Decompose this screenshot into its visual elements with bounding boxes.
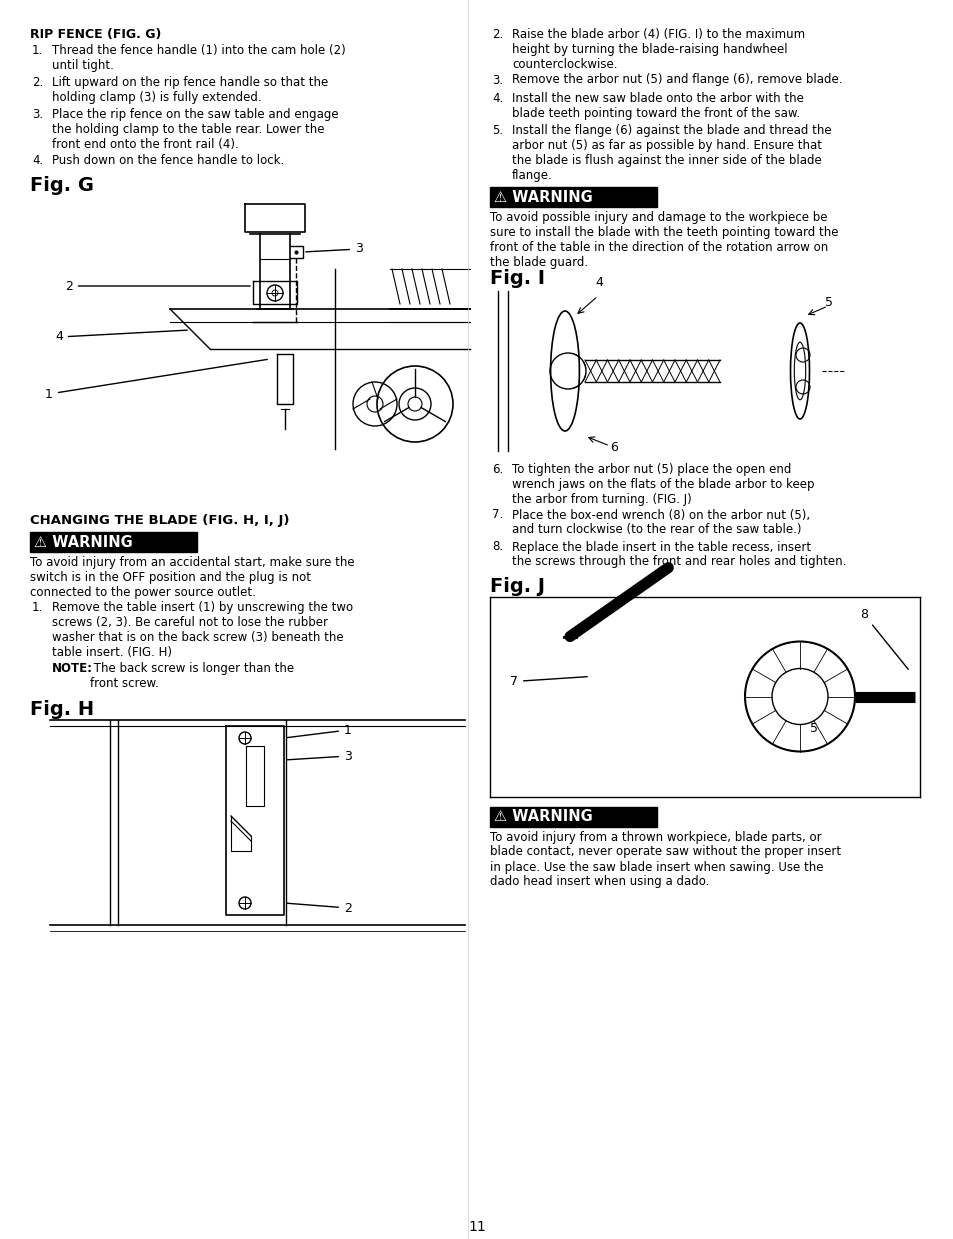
Text: 3.: 3. (32, 108, 43, 121)
Text: NOTE:: NOTE: (52, 662, 92, 675)
Text: To avoid injury from a thrown workpiece, blade parts, or
blade contact, never op: To avoid injury from a thrown workpiece,… (490, 830, 841, 888)
Text: 7.: 7. (492, 508, 503, 522)
Text: 2: 2 (287, 902, 352, 914)
Text: 3.: 3. (492, 73, 502, 87)
Text: 1.: 1. (32, 45, 43, 57)
Text: Place the rip fence on the saw table and engage
the holding clamp to the table r: Place the rip fence on the saw table and… (52, 108, 338, 151)
Bar (490, 187, 657, 207)
Text: Fig. H: Fig. H (30, 700, 94, 719)
Text: Fig. G: Fig. G (30, 176, 94, 195)
Text: 4: 4 (55, 330, 187, 343)
Text: Remove the table insert (1) by unscrewing the two
screws (2, 3). Be careful not : Remove the table insert (1) by unscrewin… (52, 601, 353, 659)
Text: Install the flange (6) against the blade and thread the
arbor nut (5) as far as : Install the flange (6) against the blade… (512, 124, 831, 182)
Text: Replace the blade insert in the table recess, insert
the screws through the fron: Replace the blade insert in the table re… (512, 540, 845, 569)
Bar (490, 807, 657, 826)
Text: 6: 6 (609, 441, 618, 453)
Text: To avoid possible injury and damage to the workpiece be
sure to install the blad: To avoid possible injury and damage to t… (490, 211, 838, 269)
Text: ⚠ WARNING: ⚠ WARNING (494, 809, 592, 824)
Text: 2: 2 (65, 280, 250, 292)
Text: 4.: 4. (492, 92, 503, 105)
Text: 11: 11 (468, 1220, 485, 1234)
Text: 8: 8 (859, 608, 907, 669)
Bar (30, 532, 197, 553)
Text: 4: 4 (595, 276, 602, 289)
Text: 1.: 1. (32, 601, 43, 615)
Text: 2.: 2. (32, 76, 43, 89)
Text: 3: 3 (306, 243, 362, 255)
Text: CHANGING THE BLADE (FIG. H, I, J): CHANGING THE BLADE (FIG. H, I, J) (30, 514, 289, 527)
Text: Lift upward on the rip fence handle so that the
holding clamp (3) is fully exten: Lift upward on the rip fence handle so t… (52, 76, 328, 104)
Text: Remove the arbor nut (5) and flange (6), remove blade.: Remove the arbor nut (5) and flange (6),… (512, 73, 841, 87)
Text: RIP FENCE (FIG. G): RIP FENCE (FIG. G) (30, 28, 161, 41)
Text: 2.: 2. (492, 28, 503, 41)
Text: 4.: 4. (32, 154, 43, 166)
Text: Raise the blade arbor (4) (FIG. I) to the maximum
height by turning the blade-ra: Raise the blade arbor (4) (FIG. I) to th… (512, 28, 804, 71)
Text: 6.: 6. (492, 463, 503, 476)
Text: 5: 5 (809, 721, 817, 735)
Text: Place the box-end wrench (8) on the arbor nut (5),
and turn clockwise (to the re: Place the box-end wrench (8) on the arbo… (512, 508, 809, 536)
Text: Push down on the fence handle to lock.: Push down on the fence handle to lock. (52, 154, 284, 166)
Text: The back screw is longer than the
front screw.: The back screw is longer than the front … (90, 662, 294, 690)
Text: 8.: 8. (492, 540, 502, 554)
Text: 5.: 5. (492, 124, 502, 138)
Text: ⚠ WARNING: ⚠ WARNING (34, 534, 132, 550)
Text: 3: 3 (287, 750, 352, 762)
Text: Install the new saw blade onto the arbor with the
blade teeth pointing toward th: Install the new saw blade onto the arbor… (512, 92, 803, 120)
Text: ⚠ WARNING: ⚠ WARNING (494, 190, 592, 204)
Text: Thread the fence handle (1) into the cam hole (2)
until tight.: Thread the fence handle (1) into the cam… (52, 45, 345, 72)
Text: 7: 7 (510, 675, 587, 688)
Text: To tighten the arbor nut (5) place the open end
wrench jaws on the flats of the : To tighten the arbor nut (5) place the o… (512, 463, 814, 506)
Text: 1: 1 (45, 359, 267, 400)
Text: To avoid injury from an accidental start, make sure the
switch is in the OFF pos: To avoid injury from an accidental start… (30, 556, 355, 598)
Text: Fig. I: Fig. I (490, 269, 544, 287)
Text: 1: 1 (287, 724, 352, 737)
Text: Fig. J: Fig. J (490, 576, 544, 596)
Text: 5: 5 (824, 296, 832, 309)
